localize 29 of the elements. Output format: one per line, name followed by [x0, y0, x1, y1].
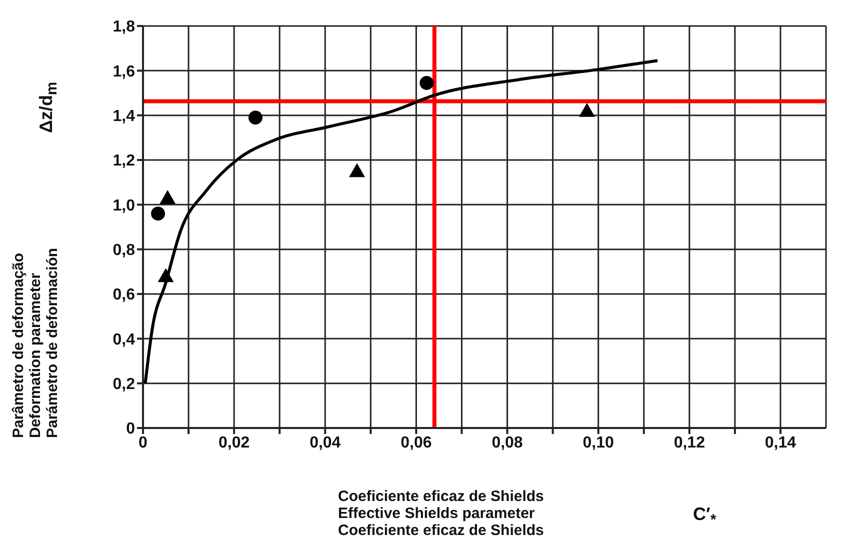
x-tick-label: 0,10	[582, 434, 614, 452]
point	[158, 268, 174, 282]
x-tick-label: 0,02	[218, 434, 250, 452]
y-tick-label: 1,6	[112, 63, 136, 80]
y-tick-label: 0	[126, 420, 136, 438]
x-tick-label: 0,12	[674, 434, 706, 452]
y-tick-label: 0,2	[112, 376, 136, 394]
point	[578, 102, 595, 117]
x-tick-label: 0,14	[764, 434, 796, 452]
y-tick-label: 0,6	[112, 286, 136, 304]
y-tick-label: 0,8	[112, 242, 136, 260]
y-tick-label: 1,4	[112, 108, 136, 126]
y-tick-label: 1,0	[112, 197, 136, 214]
x-tick-label: 0	[138, 434, 148, 452]
x-tick-label: 0,08	[492, 434, 523, 452]
x-tick-label: 0,06	[400, 434, 432, 452]
point	[420, 76, 434, 90]
point	[349, 163, 366, 178]
text: C′$_{*}$	[693, 504, 716, 529]
x-tick-label: 0,04	[310, 434, 341, 452]
point	[151, 206, 166, 221]
y-tick-label: 1,8	[112, 18, 136, 36]
y-axis-title: Parâmetro de deformação Deformation parameter Parámetro de deformación	[10, 248, 61, 438]
y-tick-label: 1,2	[112, 152, 136, 170]
x-axis-title: Coeficiente eficaz de Shields Effective Shields parameter Coeficiente eficaz de Shields	[338, 488, 544, 539]
y-tick-label: 0,4	[112, 331, 136, 348]
point	[160, 190, 176, 204]
line-series	[144, 59, 660, 385]
point	[248, 110, 262, 125]
